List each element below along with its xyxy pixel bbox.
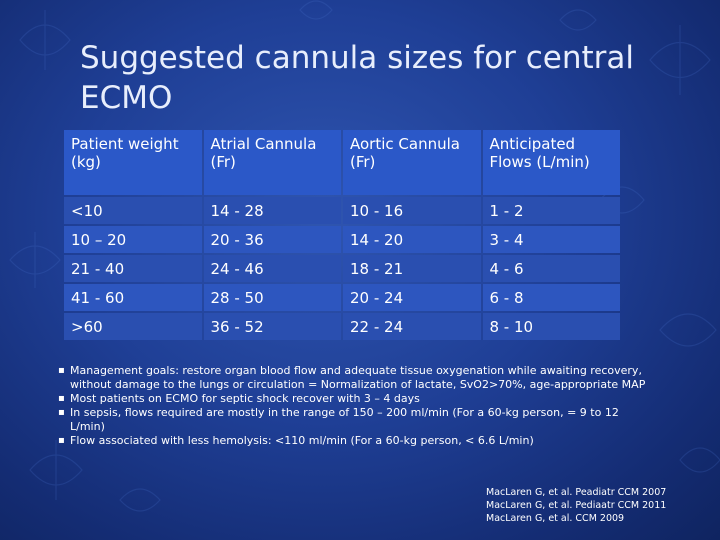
bullet-icon: ▪ — [58, 407, 65, 418]
note-text: In sepsis, flows required are mostly in … — [70, 406, 619, 433]
cell-flows: 6 - 8 — [482, 284, 620, 311]
header-aortic-cannula: Aortic Cannula (Fr) — [343, 130, 481, 195]
cell-aortic: 18 - 21 — [343, 255, 481, 282]
header-atrial-cannula: Atrial Cannula (Fr) — [203, 130, 341, 195]
cell-aortic: 10 - 16 — [343, 197, 481, 224]
cell-atrial: 36 - 52 — [203, 313, 341, 340]
cell-flows: 1 - 2 — [482, 197, 620, 224]
references: MacLaren G, et al. Peadiatr CCM 2007 Mac… — [486, 486, 706, 525]
cell-aortic: 14 - 20 — [343, 226, 481, 253]
table-row: >60 36 - 52 22 - 24 8 - 10 — [64, 313, 620, 340]
cell-weight: >60 — [64, 313, 202, 340]
cell-weight: 21 - 40 — [64, 255, 202, 282]
note-item: ▪ In sepsis, flows required are mostly in… — [58, 406, 650, 434]
note-text: Management goals: restore organ blood fl… — [70, 364, 646, 391]
bullet-icon: ▪ — [58, 365, 65, 376]
note-item: ▪ Most patients on ECMO for septic shock … — [58, 392, 650, 406]
reference-item: MacLaren G, et al. Pediaatr CCM 2011 — [486, 500, 667, 511]
note-text: Most patients on ECMO for septic shock r… — [70, 392, 420, 405]
cell-atrial: 14 - 28 — [203, 197, 341, 224]
cell-weight: 41 - 60 — [64, 284, 202, 311]
table-row: 10 – 20 20 - 36 14 - 20 3 - 4 — [64, 226, 620, 253]
note-text: Flow associated with less hemolysis: <11… — [70, 434, 534, 447]
cannula-size-table: Patient weight (kg) Atrial Cannula (Fr) … — [62, 128, 622, 342]
notes-list: ▪ Management goals: restore organ blood f… — [56, 364, 650, 448]
cell-weight: <10 — [64, 197, 202, 224]
cell-atrial: 24 - 46 — [203, 255, 341, 282]
bullet-icon: ▪ — [58, 393, 65, 404]
header-anticipated-flows: Anticipated Flows (L/min) — [482, 130, 620, 195]
cell-atrial: 20 - 36 — [203, 226, 341, 253]
cell-atrial: 28 - 50 — [203, 284, 341, 311]
cell-flows: 4 - 6 — [482, 255, 620, 282]
table-header-row: Patient weight (kg) Atrial Cannula (Fr) … — [64, 130, 620, 195]
header-patient-weight: Patient weight (kg) — [64, 130, 202, 195]
cell-weight: 10 – 20 — [64, 226, 202, 253]
reference-item: MacLaren G, et al. Peadiatr CCM 2007 — [486, 487, 667, 498]
bullet-icon: ▪ — [58, 435, 65, 446]
table-row: 41 - 60 28 - 50 20 - 24 6 - 8 — [64, 284, 620, 311]
slide-title: Suggested cannula sizes for central ECMO — [80, 40, 634, 116]
note-item: ▪ Flow associated with less hemolysis: <1… — [58, 434, 650, 448]
note-item: ▪ Management goals: restore organ blood f… — [58, 364, 650, 392]
cell-aortic: 20 - 24 — [343, 284, 481, 311]
cell-flows: 8 - 10 — [482, 313, 620, 340]
cell-flows: 3 - 4 — [482, 226, 620, 253]
table-row: 21 - 40 24 - 46 18 - 21 4 - 6 — [64, 255, 620, 282]
reference-item: MacLaren G, et al. CCM 2009 — [486, 513, 625, 524]
table-row: <10 14 - 28 10 - 16 1 - 2 — [64, 197, 620, 224]
cell-aortic: 22 - 24 — [343, 313, 481, 340]
